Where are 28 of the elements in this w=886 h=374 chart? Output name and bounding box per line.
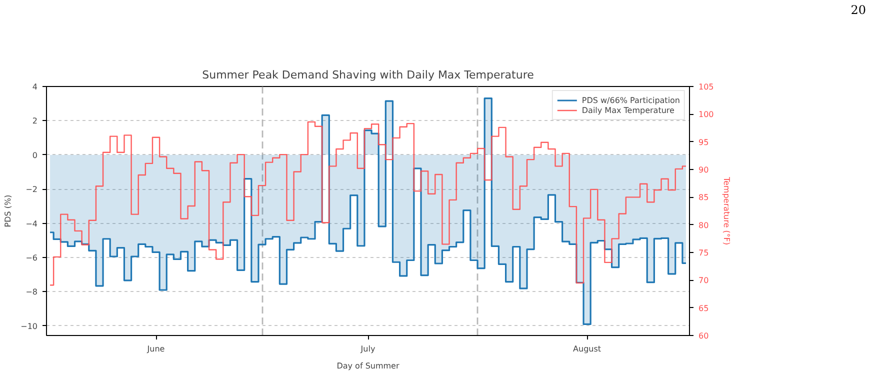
- y-tick-label: −2: [26, 185, 38, 194]
- y2-tick-label: 65: [698, 304, 709, 313]
- y2-tick-label: 60: [698, 332, 709, 340]
- y2-tick-label: 70: [698, 276, 709, 286]
- y2-tick-label: 95: [698, 138, 709, 147]
- x-tick-label: August: [573, 344, 602, 354]
- legend-label: Daily Max Temperature: [582, 105, 674, 115]
- y-tick-label: 4: [32, 82, 38, 92]
- x-tick-label: June: [146, 344, 165, 354]
- y2-tick-label: 100: [698, 110, 714, 120]
- y2-axis-title: Temperature (°F): [722, 176, 731, 246]
- y2-tick-label: 75: [698, 248, 709, 258]
- y-tick-label: −6: [26, 254, 38, 263]
- chart-title: Summer Peak Demand Shaving with Daily Max Temperature: [202, 68, 534, 82]
- y2-tick-label: 90: [698, 166, 709, 174]
- y2-tick-label: 80: [698, 220, 709, 230]
- y-tick-label: 0: [32, 150, 38, 160]
- y2-tick-label: 85: [698, 193, 709, 202]
- text: 20: [850, 2, 866, 19]
- y-tick-label: −4: [26, 219, 38, 228]
- y-tick-label: −10: [20, 322, 38, 331]
- y-tick-label: 2: [32, 116, 38, 126]
- x-axis-title: Day of Summer: [336, 362, 400, 370]
- legend-label: PDS w/66% Participation: [582, 95, 680, 105]
- y2-tick-label: 105: [698, 82, 714, 92]
- y-tick-label: −8: [26, 288, 38, 297]
- y-axis-title: PDS (%): [4, 194, 13, 228]
- x-tick-label: July: [360, 344, 376, 354]
